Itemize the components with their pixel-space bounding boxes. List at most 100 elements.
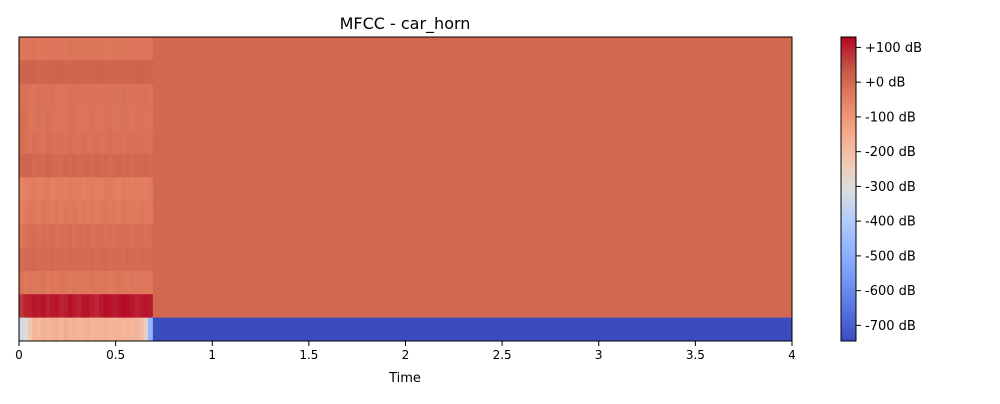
heatmap-cell <box>41 83 47 108</box>
heatmap-cell <box>54 177 60 202</box>
heatmap-cell <box>41 107 47 132</box>
heatmap-cell <box>90 294 96 319</box>
heatmap-cell <box>76 224 82 248</box>
heatmap-rest-cell <box>152 107 792 132</box>
heatmap-cell <box>94 294 100 319</box>
heatmap-cell <box>23 177 29 202</box>
heatmap-cell <box>139 224 144 248</box>
heatmap-cell <box>147 83 153 108</box>
heatmap-cell <box>72 200 78 225</box>
heatmap-cell <box>81 247 87 272</box>
x-tick-label: 0 <box>15 348 23 362</box>
heatmap-cell <box>103 60 109 85</box>
heatmap-cell <box>23 294 29 319</box>
heatmap-cell <box>125 130 131 155</box>
colorbar-tick-label: -100 dB <box>865 110 916 125</box>
heatmap-cell <box>54 83 60 108</box>
heatmap-cell <box>116 37 122 61</box>
heatmap-cell <box>99 37 104 61</box>
heatmap-cell <box>36 130 42 155</box>
heatmap-cell <box>36 177 42 202</box>
heatmap-cell <box>27 37 33 61</box>
heatmap-cell <box>85 270 91 295</box>
heatmap-cell <box>90 270 96 295</box>
heatmap-cell <box>121 224 127 248</box>
heatmap-cell <box>72 294 78 319</box>
heatmap-cell <box>139 37 144 61</box>
heatmap-cell <box>27 60 33 85</box>
heatmap-cell <box>147 107 153 132</box>
heatmap-cell <box>116 247 122 272</box>
heatmap-cell <box>116 224 122 248</box>
heatmap-cell <box>103 83 109 108</box>
heatmap-cell <box>107 177 113 202</box>
heatmap-cell <box>81 177 87 202</box>
x-tick-label: 4 <box>788 348 796 362</box>
heatmap-cell <box>32 83 38 108</box>
heatmap-cell <box>63 37 69 61</box>
heatmap-cell <box>103 37 109 61</box>
x-tick-label: 0.5 <box>106 348 125 362</box>
heatmap-cell <box>99 294 104 319</box>
heatmap-cell <box>103 224 109 248</box>
heatmap-cell <box>99 130 104 155</box>
heatmap-cell <box>125 153 131 178</box>
heatmap-cell <box>125 200 131 225</box>
heatmap-cell <box>121 247 127 272</box>
x-tick-label: 3.5 <box>686 348 705 362</box>
heatmap-cell <box>23 224 29 248</box>
heatmap-cell <box>107 200 113 225</box>
heatmap-cell <box>41 317 47 342</box>
heatmap-cell <box>19 153 24 178</box>
heatmap-cell <box>121 177 127 202</box>
heatmap-cell <box>72 270 78 295</box>
heatmap-cell <box>147 317 153 342</box>
heatmap-cell <box>32 247 38 272</box>
heatmap-cell <box>50 200 56 225</box>
heatmap-cell <box>59 247 64 272</box>
heatmap-cell <box>143 130 149 155</box>
heatmap-cell <box>103 270 109 295</box>
heatmap-cell <box>147 294 153 319</box>
heatmap-cell <box>90 200 96 225</box>
heatmap-cell <box>112 317 118 342</box>
heatmap-cell <box>67 317 73 342</box>
heatmap-cell <box>32 224 38 248</box>
heatmap-cell <box>19 247 24 272</box>
heatmap-cell <box>125 317 131 342</box>
heatmap-cell <box>139 294 144 319</box>
heatmap-cell <box>125 107 131 132</box>
heatmap-cell <box>143 177 149 202</box>
heatmap-cell <box>143 270 149 295</box>
heatmap-cell <box>130 200 136 225</box>
heatmap-cell <box>41 294 47 319</box>
heatmap-cell <box>63 177 69 202</box>
heatmap-cell <box>76 83 82 108</box>
heatmap-cell <box>112 37 118 61</box>
heatmap-cell <box>116 107 122 132</box>
heatmap-cell <box>72 247 78 272</box>
heatmap-cell <box>139 60 144 85</box>
heatmap-cell <box>139 107 144 132</box>
heatmap-cell <box>23 247 29 272</box>
heatmap-rest-cell <box>152 270 792 295</box>
heatmap-cell <box>27 224 33 248</box>
heatmap-cell <box>147 270 153 295</box>
colorbar-tick-label: -700 dB <box>865 319 916 334</box>
heatmap-cell <box>112 107 118 132</box>
heatmap-cell <box>112 177 118 202</box>
heatmap-cell <box>59 177 64 202</box>
heatmap-cell <box>143 224 149 248</box>
heatmap-cell <box>54 107 60 132</box>
x-tick-label: 2.5 <box>493 348 512 362</box>
heatmap-cell <box>50 60 56 85</box>
heatmap-cell <box>139 130 144 155</box>
heatmap-cell <box>134 153 140 178</box>
heatmap-cell <box>19 37 24 61</box>
colorbar-tick-label: -300 dB <box>865 180 916 195</box>
heatmap-cell <box>134 107 140 132</box>
heatmap-cell <box>67 177 73 202</box>
x-axis: 0 0.5 1 1.5 2 2.5 3 3.5 4 <box>15 341 796 362</box>
heatmap-cell <box>81 107 87 132</box>
heatmap-cell <box>67 60 73 85</box>
